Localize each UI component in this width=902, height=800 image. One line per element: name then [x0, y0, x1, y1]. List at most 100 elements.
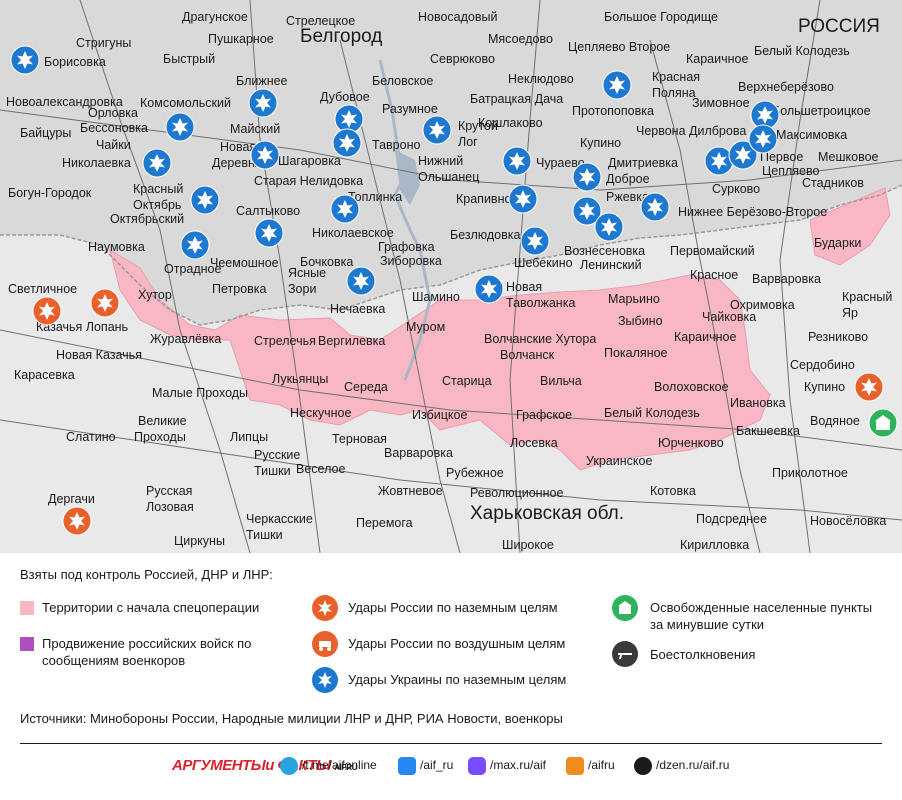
ua-strike-icon[interactable]	[250, 140, 280, 170]
vk-icon[interactable]	[398, 757, 416, 775]
place-label: Графовка	[378, 240, 435, 254]
place-label: Максимовка	[776, 128, 848, 142]
ua-strike-icon[interactable]	[748, 124, 778, 154]
place-label: Николаевское	[312, 226, 394, 240]
ua-strike-icon[interactable]	[640, 192, 670, 222]
place-label: Топлинка	[348, 190, 403, 204]
ua-strike-icon[interactable]	[165, 112, 195, 142]
place-label: Жовтневое	[378, 484, 443, 498]
place-label: Новосадовый	[418, 10, 498, 24]
ua-strike-icon[interactable]	[332, 128, 362, 158]
legend-advance: Продвижение российских войск по сообщени…	[42, 636, 252, 668]
ua-strike-icon[interactable]	[180, 230, 210, 260]
footer-link-vk[interactable]: /aif_ru	[420, 758, 454, 772]
liberated-marker-icon[interactable]	[868, 408, 898, 438]
place-label: Доброе	[606, 172, 650, 186]
place-label: Липцы	[230, 430, 269, 444]
ua-strike-icon[interactable]	[346, 266, 376, 296]
ua-strike-icon[interactable]	[508, 184, 538, 214]
ua-strike-icon[interactable]	[572, 196, 602, 226]
max-icon[interactable]	[468, 757, 486, 775]
place-label: Мясоедово	[488, 32, 553, 46]
place-label: Октябрь	[133, 198, 182, 212]
footer-link-max[interactable]: /max.ru/aif	[490, 758, 547, 772]
place-label: Карасевка	[14, 368, 75, 382]
place-label: Широкое	[502, 538, 554, 552]
ua-strike-icon[interactable]	[330, 194, 360, 224]
ua-strike-icon[interactable]	[602, 70, 632, 100]
place-label: Дергачи	[48, 492, 95, 506]
place-label: Деревня	[212, 156, 262, 170]
ua-strike-icon[interactable]	[520, 226, 550, 256]
ru-strike-icon[interactable]	[854, 372, 884, 402]
telegram-icon[interactable]	[280, 757, 298, 775]
place-label: Отрадное	[164, 262, 222, 276]
place-label: Казачья Лопань	[36, 320, 129, 334]
place-label: Батрацкая Дача	[470, 92, 564, 106]
ok-icon[interactable]	[566, 757, 584, 775]
ua-strike-icon[interactable]	[254, 218, 284, 248]
territory-swatch	[20, 601, 34, 615]
place-label: Подсреднее	[696, 512, 767, 526]
place-label: Поляна	[652, 86, 696, 100]
place-label: Журавлёвка	[150, 332, 222, 346]
ua-strike-icon[interactable]	[474, 274, 504, 304]
place-label: Борисовка	[44, 55, 106, 69]
ua-strike-icon[interactable]	[142, 148, 172, 178]
footer-link-ok[interactable]: /aifru	[588, 758, 615, 772]
place-label: Таволжанка	[506, 296, 576, 310]
place-label: Крапивное	[456, 192, 519, 206]
place-label: Шагаровка	[278, 154, 341, 168]
place-label: Ленинский	[580, 258, 642, 272]
dzen-icon[interactable]	[634, 757, 652, 775]
place-label: Слатино	[66, 430, 116, 444]
place-label: Богун-Городок	[8, 186, 92, 200]
place-label: Новая Казачья	[56, 348, 142, 362]
place-label: Салтыково	[236, 204, 301, 218]
place-label: Тавроно	[372, 138, 421, 152]
place-label: Кошлаково	[478, 116, 543, 130]
place-label: Караичное	[674, 330, 737, 344]
ru-strike-icon[interactable]	[62, 506, 92, 536]
ua-strike-icon[interactable]	[422, 115, 452, 145]
ua-strike-icon[interactable]	[728, 140, 758, 170]
place-label: Варваровка	[752, 272, 821, 286]
ru-strike-icon[interactable]	[32, 296, 62, 326]
ru-ground-icon	[312, 595, 338, 621]
place-label: Нижнее Берёзово-Второе	[678, 205, 828, 219]
place-label: Большетроицкое	[772, 104, 871, 118]
place-label: Ольшанец	[418, 170, 480, 184]
ua-strike-icon[interactable]	[190, 185, 220, 215]
ua-strike-icon[interactable]	[10, 45, 40, 75]
place-label: Чайки	[96, 138, 131, 152]
place-label: Петровка	[212, 282, 267, 296]
place-label: Комсомольский	[140, 96, 231, 110]
place-label: Красное	[690, 268, 739, 282]
place-label: Волоховское	[654, 380, 729, 394]
map-base	[0, 0, 902, 553]
place-label: Лукьянцы	[272, 372, 329, 386]
place-label: Купино	[580, 136, 622, 150]
place-label: Новоалександровка	[6, 95, 123, 109]
place-label: Старая Нелидовка	[254, 174, 364, 188]
place-label: Охримовка	[730, 298, 795, 312]
place-label: Октябрьский	[110, 212, 185, 226]
ru-strike-icon[interactable]	[90, 288, 120, 318]
ua-strike-icon[interactable]	[572, 162, 602, 192]
place-label: Тишки	[254, 464, 291, 478]
place-label: Шебекино	[514, 256, 573, 270]
ua-strike-icon[interactable]	[334, 104, 364, 134]
ua-strike-icon[interactable]	[594, 212, 624, 242]
place-label: Зимовное	[692, 96, 750, 110]
ru-air-icon	[312, 631, 338, 657]
place-label: Революционное	[470, 486, 564, 500]
footer-link-telegram[interactable]: /t.me/aifonline	[302, 758, 377, 772]
place-label: Великие	[138, 414, 187, 428]
liberated-icon	[612, 595, 638, 621]
reservoir	[395, 150, 420, 205]
footer-link-dzen[interactable]: /dzen.ru/aif.ru	[656, 758, 730, 772]
place-label: Красная	[652, 70, 701, 84]
ua-strike-icon[interactable]	[750, 100, 780, 130]
ua-strike-icon[interactable]	[248, 88, 278, 118]
ua-strike-icon[interactable]	[502, 146, 532, 176]
